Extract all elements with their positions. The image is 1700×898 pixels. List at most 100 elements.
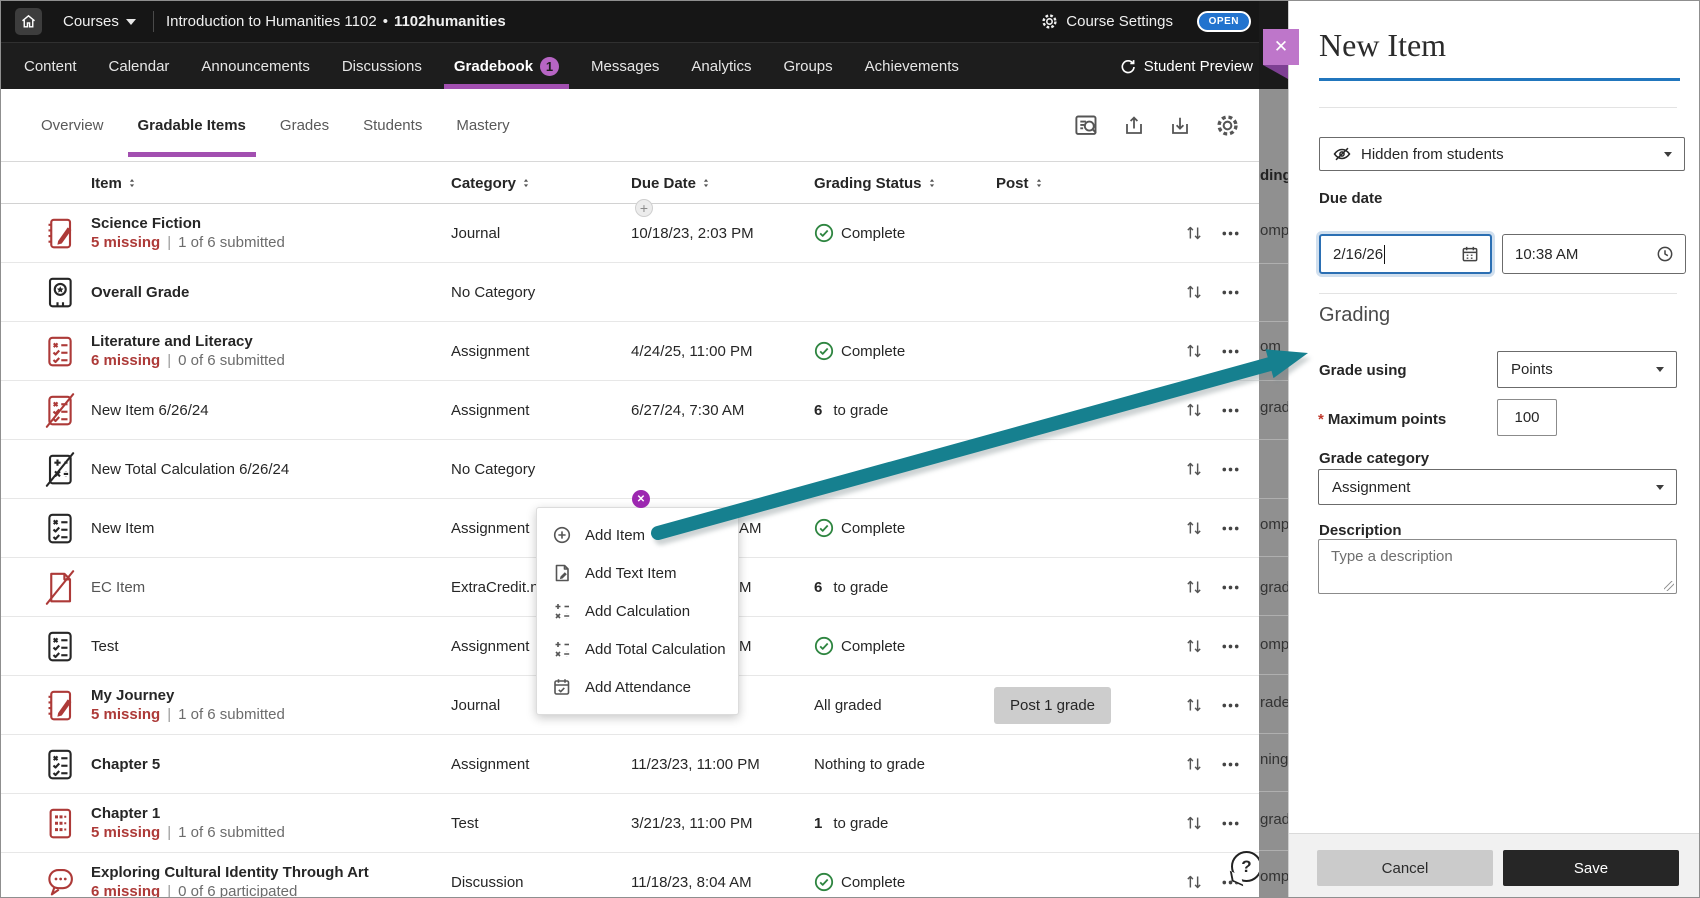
reorder-button[interactable] (1184, 676, 1204, 734)
row-options-button[interactable] (1220, 499, 1241, 557)
item-title-link[interactable]: Test (91, 637, 119, 655)
settings-gear-icon[interactable] (1214, 112, 1241, 139)
reorder-button[interactable] (1184, 735, 1204, 793)
nav-item-content[interactable]: Content (14, 43, 87, 89)
subtab-mastery[interactable]: Mastery (446, 89, 519, 162)
close-add-menu-button[interactable]: ✕ (632, 490, 650, 508)
help-button[interactable]: ? (1231, 851, 1262, 882)
upload-icon[interactable] (1122, 114, 1146, 138)
cancel-button[interactable]: Cancel (1317, 850, 1493, 886)
reorder-button[interactable] (1184, 617, 1204, 675)
item-title-link[interactable]: Literature and Literacy (91, 333, 253, 350)
calendar-icon[interactable] (1460, 244, 1480, 264)
nav-item-calendar[interactable]: Calendar (99, 43, 180, 89)
chevron-down-icon (1656, 484, 1664, 490)
nav-item-announcements[interactable]: Announcements (191, 43, 319, 89)
item-title-link[interactable]: New Item 6/26/24 (91, 401, 209, 419)
reorder-button[interactable] (1184, 322, 1204, 380)
category-cell: Test (451, 814, 479, 832)
reorder-button[interactable] (1184, 263, 1204, 321)
post-grade-button[interactable]: Post 1 grade (994, 686, 1111, 724)
download-icon[interactable] (1168, 114, 1192, 138)
row-options-button[interactable] (1220, 263, 1241, 321)
menu-item-add-item[interactable]: Add Item (537, 516, 738, 554)
column-header-grading-status[interactable]: Grading Status (814, 162, 937, 204)
grade-using-select[interactable]: Points (1497, 351, 1677, 388)
grade-category-select[interactable]: Assignment (1318, 469, 1677, 505)
panel-close-button[interactable]: ✕ (1263, 29, 1299, 65)
row-options-button[interactable] (1220, 558, 1241, 616)
row-options-button[interactable] (1220, 204, 1241, 262)
nav-item-label: Discussions (341, 57, 422, 75)
reorder-button[interactable] (1184, 440, 1204, 498)
home-button[interactable] (15, 8, 42, 35)
scrim-text-fragment: omp (1260, 222, 1288, 239)
course-settings-button[interactable]: Course Settings (1040, 1, 1173, 42)
reorder-button[interactable] (1184, 381, 1204, 439)
item-title-wrap: Literature and Literacy 6 missing | 0 of 6 … (91, 332, 285, 370)
item-title-link[interactable]: Exploring Cultural Identity Through Art (91, 864, 369, 881)
due-date-fragment: M (739, 578, 752, 596)
row-options-button[interactable] (1220, 735, 1241, 793)
item-icon-cell (45, 617, 75, 675)
subtab-students[interactable]: Students (353, 89, 432, 162)
reorder-button[interactable] (1184, 204, 1204, 262)
nav-item-discussions[interactable]: Discussions (332, 43, 432, 89)
column-header-category[interactable]: Category (451, 162, 531, 204)
subtab-overview[interactable]: Overview (31, 89, 114, 162)
row-options-button[interactable] (1220, 440, 1241, 498)
add-item-plus-button[interactable]: + (635, 199, 653, 217)
student-preview-button[interactable]: Student Preview (1119, 43, 1253, 90)
item-title-link[interactable]: EC Item (91, 578, 146, 596)
row-options-button[interactable] (1220, 794, 1241, 852)
column-header-post[interactable]: Post (996, 162, 1044, 204)
column-header-item[interactable]: Item (91, 162, 137, 204)
menu-item-add-text-item[interactable]: Add Text Item (537, 554, 738, 592)
menu-item-label: Add Total Calculation (585, 640, 726, 658)
due-time-input[interactable]: 10:38 AM (1502, 234, 1686, 274)
item-title-link[interactable]: My Journey (91, 687, 175, 704)
item-icon-cell (45, 676, 75, 734)
nav-item-groups[interactable]: Groups (773, 43, 842, 89)
menu-item-add-attendance[interactable]: Add Attendance (537, 668, 738, 706)
grading-status-cell: Complete (814, 853, 905, 897)
checklist-icon (45, 747, 75, 782)
reorder-button[interactable] (1184, 558, 1204, 616)
save-button[interactable]: Save (1503, 850, 1679, 886)
reorder-button[interactable] (1184, 853, 1204, 897)
item-title-link[interactable]: New Item (91, 519, 155, 537)
item-title-wrap: My Journey 5 missing | 1 of 6 submitted (91, 686, 285, 724)
clock-icon[interactable] (1655, 244, 1675, 264)
item-title-link[interactable]: Science Fiction (91, 215, 202, 232)
courses-menu-button[interactable]: Courses (63, 1, 136, 42)
row-options-button[interactable] (1220, 617, 1241, 675)
visibility-select[interactable]: Hidden from students (1319, 137, 1685, 171)
item-title-link[interactable]: Chapter 1 (91, 805, 161, 822)
maximum-points-input[interactable]: 100 (1497, 399, 1557, 436)
submitted-count: 1 of 6 submitted (178, 706, 285, 723)
attendance-icon (552, 677, 572, 697)
due-date-input[interactable]: 2/16/26 (1319, 234, 1492, 274)
search-list-icon[interactable] (1073, 112, 1100, 139)
reorder-button[interactable] (1184, 794, 1204, 852)
open-status-badge[interactable]: OPEN (1196, 11, 1251, 32)
resize-handle[interactable] (1664, 581, 1674, 591)
column-header-due-date[interactable]: Due Date (631, 162, 711, 204)
nav-item-analytics[interactable]: Analytics (681, 43, 761, 89)
subtab-grades[interactable]: Grades (270, 89, 339, 162)
nav-item-gradebook[interactable]: Gradebook 1 (443, 43, 570, 89)
description-textarea[interactable]: Type a description (1318, 539, 1677, 594)
item-title-link[interactable]: New Total Calculation 6/26/24 (91, 460, 290, 478)
nav-item-messages[interactable]: Messages (581, 43, 669, 89)
row-options-button[interactable] (1220, 676, 1241, 734)
item-title-link[interactable]: Overall Grade (91, 283, 190, 301)
menu-item-add-total-calculation[interactable]: Add Total Calculation (537, 630, 738, 668)
nav-item-achievements[interactable]: Achievements (855, 43, 969, 89)
category-cell: Assignment (451, 637, 530, 655)
reorder-button[interactable] (1184, 499, 1204, 557)
row-options-button[interactable] (1220, 381, 1241, 439)
item-title-link[interactable]: Chapter 5 (91, 755, 161, 773)
menu-item-add-calculation[interactable]: Add Calculation (537, 592, 738, 630)
row-options-button[interactable] (1220, 322, 1241, 380)
subtab-gradable-items[interactable]: Gradable Items (127, 89, 256, 162)
